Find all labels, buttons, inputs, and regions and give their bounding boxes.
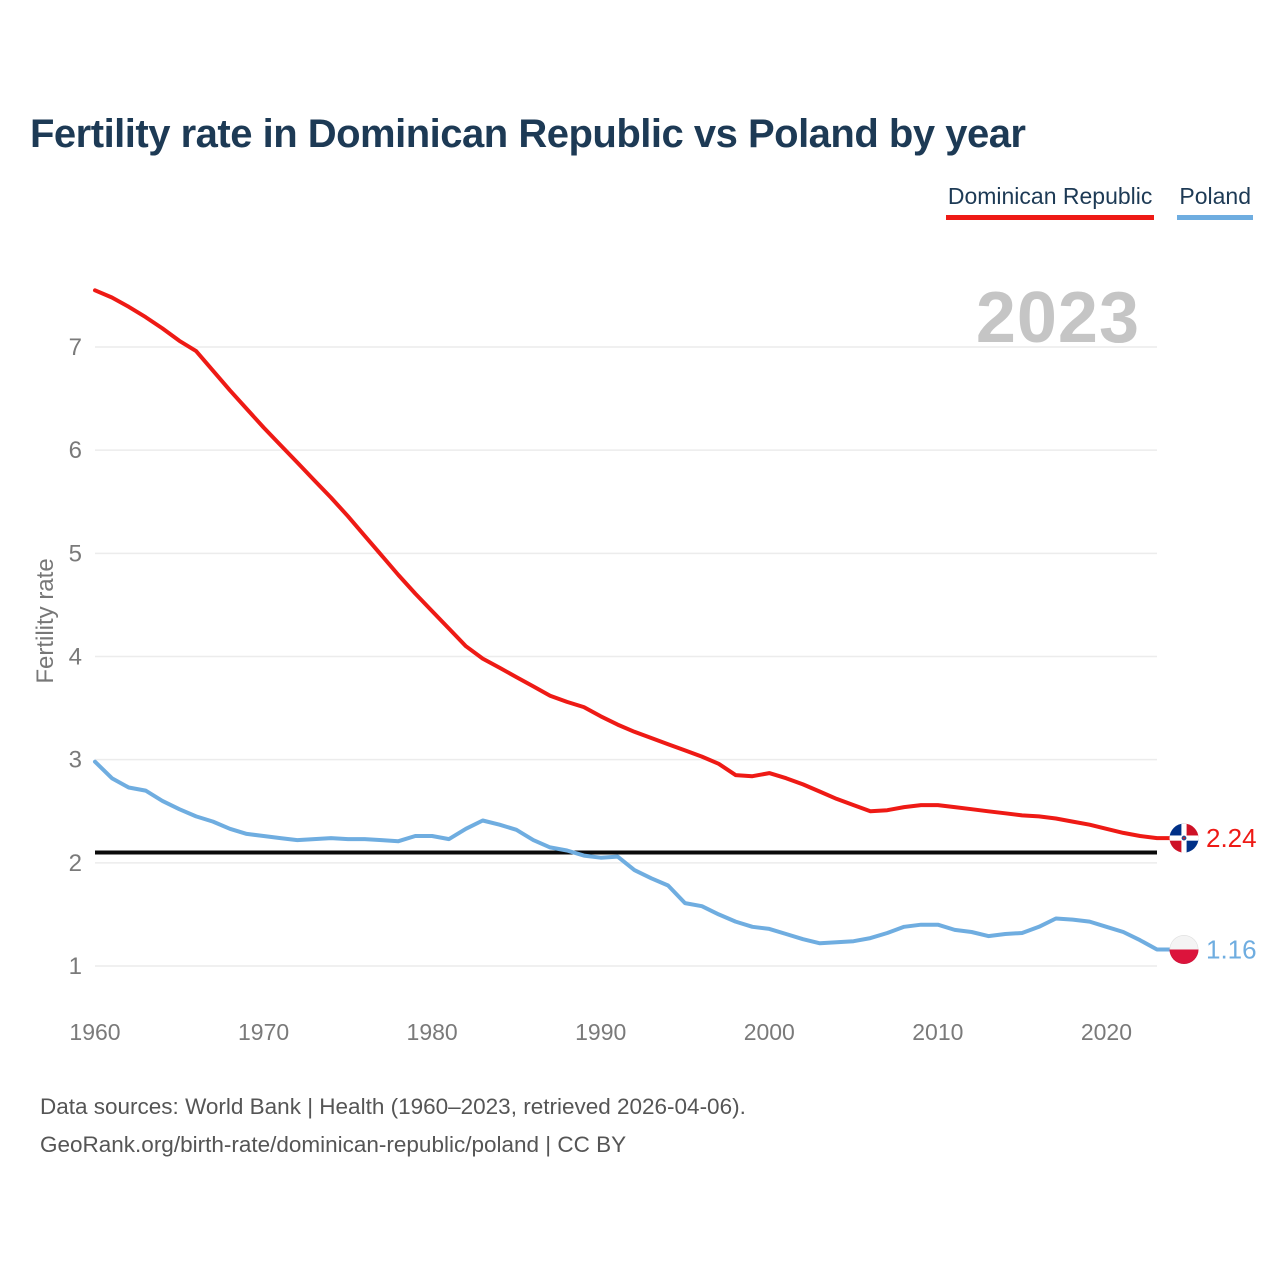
y-tick-label-6: 6: [69, 437, 82, 464]
x-tick-label-1990: 1990: [575, 1019, 626, 1045]
end-value-label-poland: 1.16: [1206, 934, 1257, 964]
y-tick-label-2: 2: [69, 850, 82, 877]
footer-sources-line: Data sources: World Bank | Health (1960–…: [40, 1094, 746, 1119]
x-tick-label-2000: 2000: [744, 1019, 795, 1045]
footer-attribution-line: GeoRank.org/birth-rate/dominican-republi…: [40, 1132, 627, 1157]
legend-item-dominican-republic[interactable]: Dominican Republic: [945, 183, 1155, 220]
watermark-year: 2023: [976, 278, 1140, 358]
legend: Dominican Republic Poland: [945, 183, 1253, 220]
x-tick-label-1970: 1970: [238, 1019, 289, 1045]
series-line-poland: [93, 759, 1172, 952]
series-line-dominican-republic: [93, 288, 1172, 841]
poland-flag-icon: [1169, 934, 1199, 964]
y-tick-label-3: 3: [69, 747, 82, 774]
x-tick-label-1960: 1960: [69, 1019, 120, 1045]
x-tick-label-2010: 2010: [912, 1019, 963, 1045]
footer: Data sources: World Bank | Health (1960–…: [40, 1088, 746, 1164]
legend-item-poland[interactable]: Poland: [1177, 183, 1253, 220]
x-tick-label-2020: 2020: [1081, 1019, 1132, 1045]
y-axis-title: Fertility rate: [32, 558, 59, 684]
series-lines: [93, 288, 1172, 952]
end-value-label-dominican-republic: 2.24: [1206, 823, 1257, 853]
gridlines: [95, 346, 1157, 967]
y-tick-label-7: 7: [69, 334, 82, 361]
y-tick-label-1: 1: [69, 953, 82, 980]
x-tick-label-1980: 1980: [407, 1019, 458, 1045]
dominican-republic-flag-icon: [1169, 823, 1199, 853]
y-tick-label-4: 4: [69, 644, 82, 671]
chart-title: Fertility rate in Dominican Republic vs …: [30, 112, 1026, 156]
series-end-labels: 2.24 1.16: [1169, 823, 1257, 964]
y-tick-label-5: 5: [69, 540, 82, 567]
axis-tick-labels: 1 2 3 4 5 6 7 1960 1970 1980 1990 2000 2010 2020: [69, 334, 1132, 1045]
